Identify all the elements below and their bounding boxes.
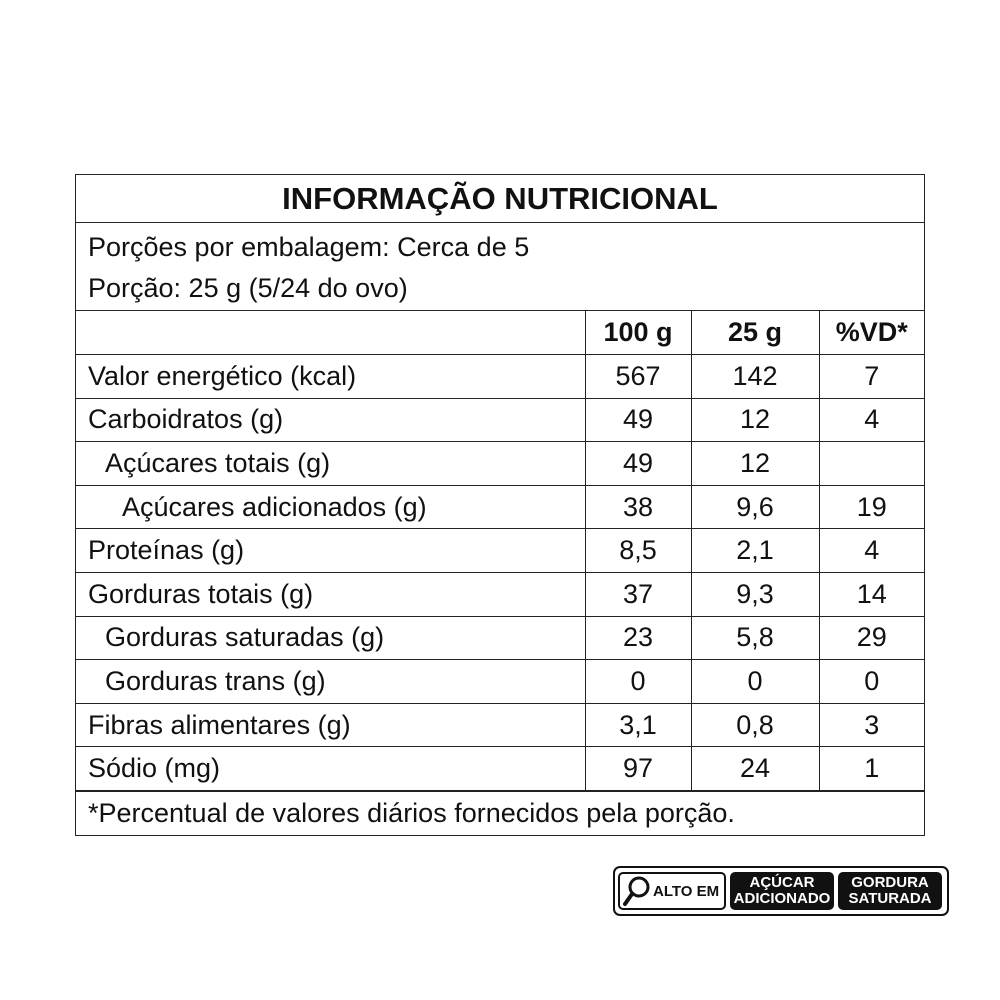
value-dv: 1: [818, 746, 924, 792]
serving-size: Porção: 25 g (5/24 do ovo): [88, 273, 408, 303]
nutrient-label: Gorduras trans (g): [76, 659, 586, 704]
value-100g: 49: [584, 441, 692, 486]
value-100g: 49: [584, 397, 692, 443]
magnifier-icon: [623, 876, 650, 906]
nutrient-row: Sódio (mg) 97 24 1: [76, 746, 924, 792]
value-serving: 24: [690, 746, 820, 792]
nutrient-row: Valor energético (kcal) 567 142 7: [76, 354, 924, 399]
high-in-warning-seal: ALTO EM AÇÚCAR ADICIONADO GORDURA SATURA…: [613, 866, 949, 916]
nutrient-row: Proteínas (g) 8,5 2,1 4: [76, 528, 924, 574]
warning-added-sugar: AÇÚCAR ADICIONADO: [730, 872, 834, 910]
value-dv: 19: [818, 484, 924, 530]
nutrient-label: Proteínas (g): [76, 528, 586, 574]
value-serving: 5,8: [690, 615, 820, 661]
nutrient-label: Açúcares adicionados (g): [76, 484, 586, 530]
value-serving: 9,6: [690, 484, 820, 530]
nutrient-row: Açúcares totais (g) 49 12: [76, 441, 924, 486]
value-dv: 0: [818, 659, 924, 704]
value-serving: 12: [690, 397, 820, 443]
warning-line: GORDURA: [851, 874, 929, 891]
value-dv: 14: [818, 572, 924, 617]
header-row: 100 g 25 g %VD*: [76, 311, 924, 356]
value-dv: 3: [818, 702, 924, 748]
nutrient-label: Fibras alimentares (g): [76, 702, 586, 748]
nutrient-label: Gorduras saturadas (g): [76, 615, 586, 661]
nutrient-row: Fibras alimentares (g) 3,1 0,8 3: [76, 702, 924, 748]
warning-line: AÇÚCAR: [749, 874, 815, 891]
nutrient-row: Açúcares adicionados (g) 38 9,6 19: [76, 484, 924, 530]
value-100g: 3,1: [584, 702, 692, 748]
value-dv: 29: [818, 615, 924, 661]
value-100g: 23: [584, 615, 692, 661]
value-dv: 7: [818, 354, 924, 399]
nutrient-row: Gorduras totais (g) 37 9,3 14: [76, 572, 924, 617]
warning-line: SATURADA: [848, 890, 932, 907]
value-100g: 97: [584, 746, 692, 792]
value-serving: 0,8: [690, 702, 820, 748]
nutrients-table: 100 g 25 g %VD* Valor energético (kcal) 5…: [76, 311, 924, 792]
value-100g: 37: [584, 572, 692, 617]
warning-line: ADICIONADO: [733, 890, 831, 907]
value-serving: 2,1: [690, 528, 820, 574]
alto-em-text: ALTO EM: [653, 882, 720, 900]
header-dv: %VD*: [818, 311, 924, 356]
value-dv: 4: [818, 528, 924, 574]
value-serving: 9,3: [690, 572, 820, 617]
footnote: *Percentual de valores diários fornecido…: [76, 791, 924, 835]
value-100g: 8,5: [584, 528, 692, 574]
value-dv: [818, 441, 924, 486]
value-serving: 142: [690, 354, 820, 399]
value-serving: 12: [690, 441, 820, 486]
value-serving: 0: [690, 659, 820, 704]
nutrition-facts-table: INFORMAÇÃO NUTRICIONAL Porções por embal…: [75, 174, 925, 837]
nutrient-label: Sódio (mg): [76, 746, 586, 792]
servings-per-package: Porções por embalagem: Cerca de 5: [88, 232, 530, 262]
nutrient-row: Gorduras trans (g) 0 0 0: [76, 659, 924, 704]
nutrient-label: Valor energético (kcal): [76, 354, 586, 399]
nutrient-label: Gorduras totais (g): [76, 572, 586, 617]
value-100g: 567: [584, 354, 692, 399]
header-serving: 25 g: [690, 311, 820, 356]
nutrient-row: Gorduras saturadas (g) 23 5,8 29: [76, 615, 924, 661]
header-100g: 100 g: [584, 311, 692, 356]
warning-saturated-fat: GORDURA SATURADA: [838, 872, 942, 910]
table-title: INFORMAÇÃO NUTRICIONAL: [76, 175, 924, 223]
alto-em-box: ALTO EM: [618, 872, 726, 910]
value-dv: 4: [818, 397, 924, 443]
nutrient-label: Açúcares totais (g): [76, 441, 586, 486]
nutrient-label: Carboidratos (g): [76, 397, 586, 443]
portion-info: Porções por embalagem: Cerca de 5 Porção…: [76, 223, 924, 311]
nutrient-row: Carboidratos (g) 49 12 4: [76, 397, 924, 443]
header-blank: [76, 311, 586, 356]
value-100g: 0: [584, 659, 692, 704]
value-100g: 38: [584, 484, 692, 530]
